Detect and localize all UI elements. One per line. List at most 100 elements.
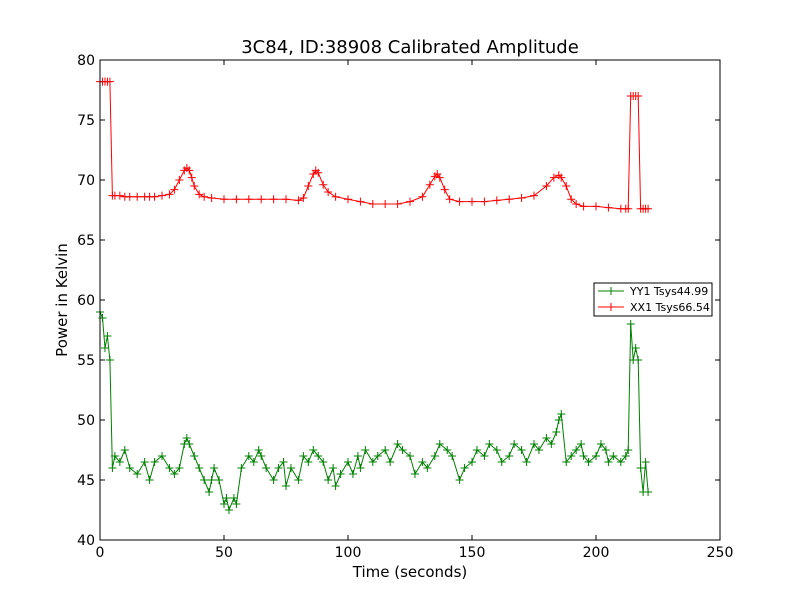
data-point bbox=[200, 192, 209, 201]
data-point bbox=[609, 452, 618, 460]
data-point bbox=[579, 452, 588, 460]
data-point bbox=[480, 197, 489, 206]
data-point bbox=[505, 195, 514, 204]
x-tick-label: 200 bbox=[583, 545, 610, 561]
data-point bbox=[170, 470, 179, 478]
data-point bbox=[460, 464, 469, 472]
data-point bbox=[356, 197, 365, 206]
data-point bbox=[165, 464, 174, 472]
data-point bbox=[641, 458, 650, 466]
data-point bbox=[282, 482, 290, 490]
data-point bbox=[170, 185, 179, 194]
data-point bbox=[592, 202, 600, 211]
legend: YY1 Tsys44.99 XX1 Tsys66.54 bbox=[593, 282, 713, 317]
data-point bbox=[418, 458, 427, 466]
y-tick-label: 70 bbox=[77, 173, 95, 189]
data-point bbox=[100, 344, 109, 352]
data-point bbox=[353, 452, 362, 460]
data-point bbox=[626, 320, 635, 328]
data-point bbox=[631, 344, 640, 352]
data-point bbox=[393, 440, 402, 448]
data-point bbox=[577, 440, 586, 448]
y-tick-label: 80 bbox=[77, 53, 95, 69]
legend-label: YY1 Tsys44.99 bbox=[629, 285, 708, 298]
data-point bbox=[319, 180, 328, 189]
data-point bbox=[140, 458, 149, 466]
data-point bbox=[115, 191, 124, 200]
data-point bbox=[215, 476, 224, 484]
data-point bbox=[468, 197, 476, 206]
data-point bbox=[257, 452, 266, 460]
data-point bbox=[542, 182, 551, 190]
data-point bbox=[105, 77, 114, 86]
data-point bbox=[195, 464, 204, 472]
data-point bbox=[145, 476, 154, 484]
data-point bbox=[636, 464, 645, 472]
data-point bbox=[232, 195, 241, 204]
data-point bbox=[443, 446, 452, 454]
data-point bbox=[205, 488, 214, 496]
data-point bbox=[562, 182, 571, 190]
data-point bbox=[398, 446, 407, 454]
data-point bbox=[304, 182, 313, 190]
legend-box bbox=[593, 282, 713, 317]
data-point bbox=[386, 458, 395, 466]
data-point bbox=[103, 332, 112, 340]
legend-label: XX1 Tsys66.54 bbox=[630, 301, 710, 314]
data-point bbox=[423, 464, 432, 472]
legend-entry: XX1 Tsys66.54 bbox=[598, 301, 710, 314]
data-point bbox=[220, 500, 228, 508]
y-axis-label: Power in Kelvin bbox=[53, 243, 71, 357]
data-point bbox=[549, 173, 558, 182]
data-point bbox=[331, 192, 340, 201]
ticks-layer: 0 50 100 150 200 250 40 45 50 55 60 65 70 75 80 bbox=[77, 53, 733, 561]
data-point bbox=[445, 195, 454, 204]
data-point bbox=[530, 191, 538, 200]
data-point bbox=[472, 446, 481, 454]
x-tick-label: 50 bbox=[215, 545, 233, 561]
data-point bbox=[616, 458, 625, 466]
data-point bbox=[624, 204, 633, 213]
data-point bbox=[269, 195, 278, 204]
data-point bbox=[601, 446, 610, 454]
data-point bbox=[158, 452, 166, 460]
data-point bbox=[592, 452, 600, 460]
data-point bbox=[361, 446, 370, 454]
data-point bbox=[435, 440, 444, 448]
data-point bbox=[455, 476, 464, 484]
data-point bbox=[567, 195, 576, 204]
data-point bbox=[249, 458, 258, 466]
y-tick-label: 55 bbox=[77, 353, 95, 369]
data-point bbox=[324, 476, 333, 484]
data-point bbox=[329, 464, 338, 472]
data-point bbox=[299, 452, 308, 460]
data-point bbox=[517, 194, 526, 202]
data-point bbox=[324, 188, 333, 196]
data-point bbox=[257, 195, 266, 204]
x-tick-label: 150 bbox=[459, 545, 486, 561]
data-point bbox=[418, 192, 427, 201]
chart-title: 3C84, ID:38908 Calibrated Amplitude bbox=[241, 37, 579, 58]
data-point bbox=[534, 446, 543, 454]
data-point bbox=[244, 195, 253, 204]
data-point bbox=[596, 440, 605, 448]
data-point bbox=[224, 506, 233, 514]
data-point bbox=[294, 196, 303, 205]
data-point bbox=[158, 191, 166, 200]
x-tick-label: 250 bbox=[707, 545, 734, 561]
data-point bbox=[210, 464, 219, 472]
data-point bbox=[314, 168, 323, 177]
data-point bbox=[182, 434, 191, 442]
x-tick-label: 100 bbox=[335, 545, 362, 561]
data-point bbox=[604, 458, 613, 466]
series-1 bbox=[96, 308, 653, 514]
data-point bbox=[348, 470, 357, 478]
data-point bbox=[175, 464, 184, 472]
data-point bbox=[356, 464, 365, 472]
legend-entry: YY1 Tsys44.99 bbox=[598, 285, 708, 298]
data-point bbox=[133, 470, 142, 478]
data-point bbox=[254, 446, 263, 454]
data-point bbox=[237, 464, 246, 472]
data-point bbox=[120, 446, 129, 454]
series-line bbox=[100, 81, 649, 210]
